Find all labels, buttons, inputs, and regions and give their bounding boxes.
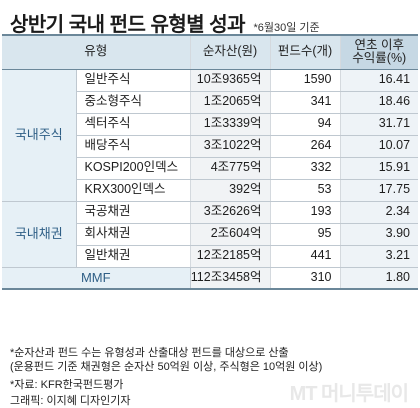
col-header-return-line2: 수익률(%)	[352, 51, 407, 66]
return-cell: 31.71	[339, 113, 419, 136]
assets-cell: 3조1022억	[189, 135, 271, 158]
return-cell: 10.07	[339, 135, 419, 158]
return-cell: 18.46	[339, 91, 419, 114]
funds-cell: 95	[269, 223, 341, 246]
fund-type-cell: 중소형주식	[76, 91, 191, 114]
date-note: *6월30일 기준	[253, 22, 320, 34]
table-row: 배당주식 3조1022억 264 10.07	[2, 135, 419, 158]
table-row: 국내주식 일반주식 10조9365억 1590 16.41	[2, 69, 419, 202]
fund-type-cell: 일반채권	[76, 245, 191, 268]
assets-cell: 10조9365억	[189, 69, 271, 92]
assets-cell: 392억	[189, 179, 271, 202]
assets-cell: 1조2065억	[189, 91, 271, 114]
funds-cell: 341	[269, 91, 341, 114]
funds-cell: 53	[269, 179, 341, 202]
table-row: MMF 112조3458억 310 1.80	[2, 267, 419, 290]
fund-type-cell: 회사채권	[76, 223, 191, 246]
funds-cell: 193	[269, 201, 341, 224]
fund-type-cell: KOSPI200인덱스	[76, 157, 191, 180]
table-row: KOSPI200인덱스 4조775억 332 15.91	[2, 157, 419, 180]
title-row: 상반기 국내 펀드 유형별 성과 *6월30일 기준	[10, 8, 412, 36]
col-header-assets: 순자산(원)	[189, 34, 271, 70]
fund-performance-table: 유형 순자산(원) 펀드수(개) 연초 이후 수익률(%) 국내주식 일반주식 10…	[2, 34, 419, 290]
return-cell: 17.75	[339, 179, 419, 202]
assets-cell: 1조3339억	[189, 113, 271, 136]
funds-cell: 332	[269, 157, 341, 180]
return-cell: 3.21	[339, 245, 419, 268]
group-label: 국내채권	[2, 201, 77, 268]
return-cell: 1.80	[339, 267, 419, 290]
fund-type-cell: 배당주식	[76, 135, 191, 158]
assets-cell: 12조2185억	[189, 245, 271, 268]
assets-cell: 4조775억	[189, 157, 271, 180]
table-row: 국내채권 국공채권 3조2626억 193 2.34	[2, 201, 419, 268]
assets-cell: 2조604억	[189, 223, 271, 246]
table-header-row: 유형 순자산(원) 펀드수(개) 연초 이후 수익률(%)	[2, 34, 419, 70]
funds-cell: 1590	[269, 69, 341, 92]
fund-type-cell: 일반주식	[76, 69, 191, 92]
return-cell: 15.91	[339, 157, 419, 180]
assets-cell: 112조3458억	[189, 267, 271, 290]
table-body: 국내주식 일반주식 10조9365억 1590 16.41 중소형주식 1조2065억 341…	[2, 69, 419, 290]
funds-cell: 441	[269, 245, 341, 268]
table-row: 회사채권 2조604억 95 3.90	[2, 223, 419, 246]
funds-cell: 310	[269, 267, 341, 290]
assets-cell: 3조2626억	[189, 201, 271, 224]
footnote-1: *순자산과 펀드 수는 유형성과 산출대상 펀드를 대상으로 산출	[10, 347, 289, 359]
col-header-return: 연초 이후 수익률(%)	[339, 34, 419, 70]
table-row: KRX300인덱스 392억 53 17.75	[2, 179, 419, 202]
fund-type-cell: 섹터주식	[76, 113, 191, 136]
funds-cell: 264	[269, 135, 341, 158]
chart-title: 상반기 국내 펀드 유형별 성과	[10, 14, 246, 36]
return-cell: 16.41	[339, 69, 419, 92]
footnote-source: *자료: KFR한국펀드평가	[10, 379, 124, 391]
col-header-funds: 펀드수(개)	[269, 34, 341, 70]
footnote-credit: 그래픽: 이지혜 디자인기자	[10, 395, 131, 407]
group-label: MMF	[2, 267, 191, 290]
fund-type-cell: KRX300인덱스	[76, 179, 191, 202]
table-row: 일반채권 12조2185억 441 3.21	[2, 245, 419, 268]
return-cell: 3.90	[339, 223, 419, 246]
return-cell: 2.34	[339, 201, 419, 224]
footnote-2: (운용펀드 기준 채권형은 순자산 50억원 이상, 주식형은 10억원 이상)	[10, 361, 323, 373]
publisher-logo: MT 머니투데이	[289, 383, 409, 405]
table-row: 섹터주식 1조3339억 94 31.71	[2, 113, 419, 136]
col-header-return-line1: 연초 이후	[354, 37, 404, 52]
funds-cell: 94	[269, 113, 341, 136]
fund-type-cell: 국공채권	[76, 201, 191, 224]
col-header-type: 유형	[2, 34, 191, 70]
group-label: 국내주식	[2, 69, 77, 202]
table-row: 중소형주식 1조2065억 341 18.46	[2, 91, 419, 114]
